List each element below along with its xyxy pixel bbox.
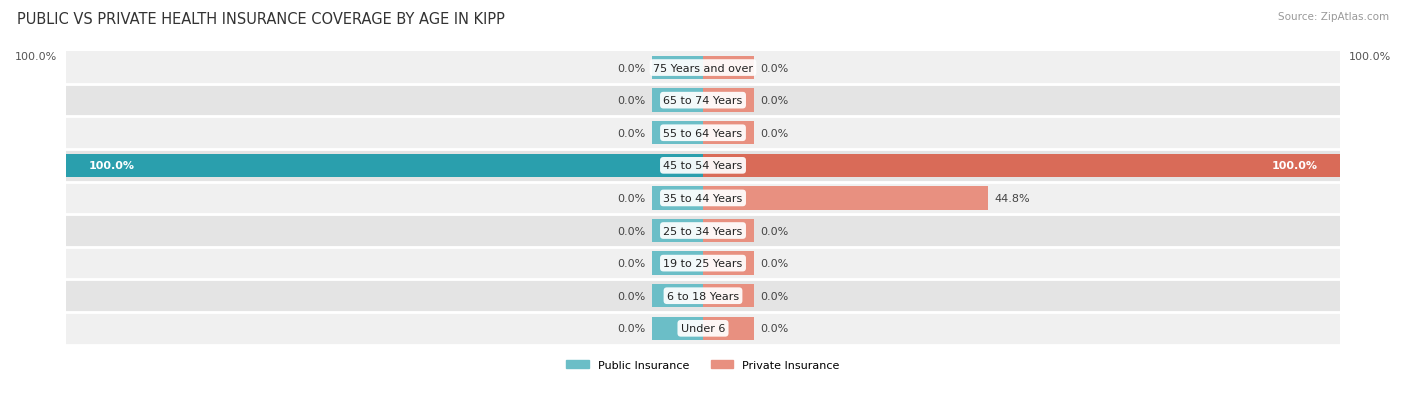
Bar — [703, 317, 754, 340]
Text: 0.0%: 0.0% — [617, 96, 645, 106]
Text: 35 to 44 Years: 35 to 44 Years — [664, 193, 742, 204]
Bar — [66, 52, 1340, 85]
Bar — [66, 154, 703, 178]
Text: 0.0%: 0.0% — [617, 323, 645, 334]
Text: 19 to 25 Years: 19 to 25 Years — [664, 259, 742, 268]
Text: 55 to 64 Years: 55 to 64 Years — [664, 128, 742, 138]
Bar — [652, 219, 703, 243]
Text: 0.0%: 0.0% — [761, 128, 789, 138]
Text: 0.0%: 0.0% — [617, 128, 645, 138]
Bar — [66, 117, 1340, 150]
Text: 6 to 18 Years: 6 to 18 Years — [666, 291, 740, 301]
Text: 75 Years and over: 75 Years and over — [652, 64, 754, 74]
Text: 0.0%: 0.0% — [761, 64, 789, 74]
Bar — [703, 122, 754, 145]
Bar — [703, 284, 754, 308]
Text: 0.0%: 0.0% — [617, 64, 645, 74]
Bar — [66, 312, 1340, 345]
Legend: Public Insurance, Private Insurance: Public Insurance, Private Insurance — [562, 356, 844, 374]
Text: 0.0%: 0.0% — [617, 193, 645, 204]
Text: 100.0%: 100.0% — [15, 52, 58, 62]
Text: 0.0%: 0.0% — [761, 291, 789, 301]
Text: 65 to 74 Years: 65 to 74 Years — [664, 96, 742, 106]
Text: 100.0%: 100.0% — [1272, 161, 1317, 171]
Bar — [652, 89, 703, 113]
Bar — [703, 57, 754, 80]
Bar — [66, 150, 1340, 182]
Bar — [66, 247, 1340, 280]
Text: 100.0%: 100.0% — [89, 161, 134, 171]
Text: PUBLIC VS PRIVATE HEALTH INSURANCE COVERAGE BY AGE IN KIPP: PUBLIC VS PRIVATE HEALTH INSURANCE COVER… — [17, 12, 505, 27]
Bar — [652, 317, 703, 340]
Text: Under 6: Under 6 — [681, 323, 725, 334]
Text: 0.0%: 0.0% — [761, 323, 789, 334]
Bar — [652, 122, 703, 145]
Bar — [652, 57, 703, 80]
Bar — [703, 154, 1340, 178]
Bar — [703, 187, 988, 210]
Bar — [66, 215, 1340, 247]
Bar — [66, 182, 1340, 215]
Text: 0.0%: 0.0% — [617, 226, 645, 236]
Text: 0.0%: 0.0% — [761, 96, 789, 106]
Text: Source: ZipAtlas.com: Source: ZipAtlas.com — [1278, 12, 1389, 22]
Bar — [703, 219, 754, 243]
Text: 45 to 54 Years: 45 to 54 Years — [664, 161, 742, 171]
Text: 25 to 34 Years: 25 to 34 Years — [664, 226, 742, 236]
Text: 44.8%: 44.8% — [995, 193, 1031, 204]
Bar — [703, 252, 754, 275]
Text: 100.0%: 100.0% — [1348, 52, 1391, 62]
Bar — [66, 85, 1340, 117]
Text: 0.0%: 0.0% — [617, 291, 645, 301]
Text: 0.0%: 0.0% — [761, 259, 789, 268]
Text: 0.0%: 0.0% — [617, 259, 645, 268]
Bar — [652, 187, 703, 210]
Bar — [652, 252, 703, 275]
Bar — [703, 89, 754, 113]
Bar — [66, 280, 1340, 312]
Text: 0.0%: 0.0% — [761, 226, 789, 236]
Bar — [652, 284, 703, 308]
